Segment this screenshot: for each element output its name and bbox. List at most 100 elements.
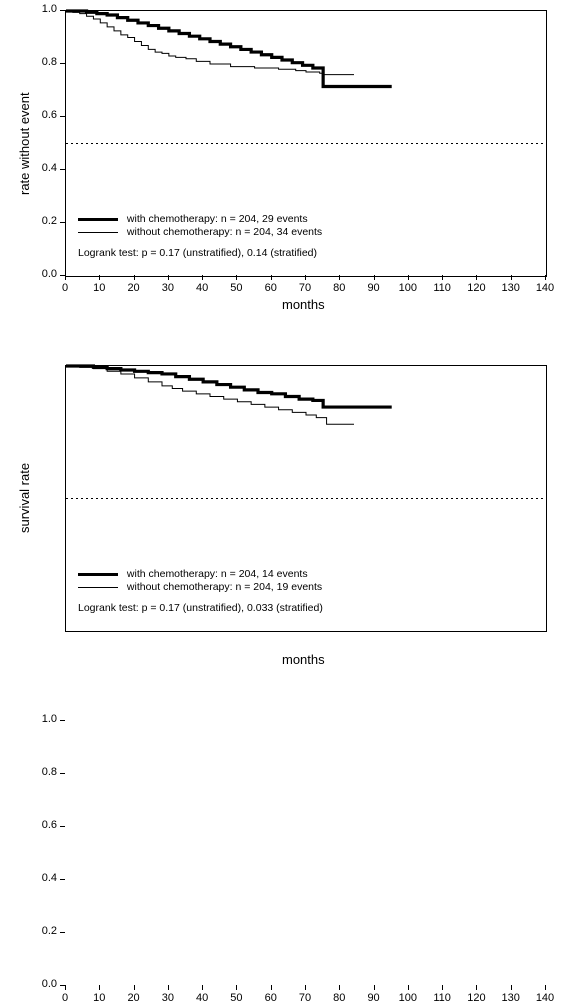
legend-without-label: without chemotherapy: n = 204, 34 events: [127, 226, 322, 238]
ytick-mark: [60, 10, 65, 11]
xtick-label: 120: [466, 992, 486, 1004]
xtick-label: 40: [192, 992, 212, 1004]
xtick-mark: [511, 275, 512, 280]
ylabel-top: rate without event: [17, 92, 32, 195]
ytick-label: 0.2: [42, 215, 57, 227]
ytick-mark: [60, 826, 65, 827]
xtick-mark: [545, 985, 546, 990]
panel-bottom: survival rate months with chemotherapy: …: [0, 355, 566, 673]
xtick-label: 10: [89, 992, 109, 1004]
legend-with-label: with chemotherapy: n = 204, 29 events: [127, 213, 308, 225]
xtick-label: 130: [501, 282, 521, 294]
xtick-label: 110: [432, 282, 452, 294]
xtick-mark: [339, 985, 340, 990]
ytick-mark: [60, 63, 65, 64]
ytick-label: 1.0: [42, 713, 57, 725]
xtick-mark: [408, 275, 409, 280]
xtick-mark: [374, 275, 375, 280]
xtick-label: 20: [124, 992, 144, 1004]
ytick-mark: [60, 932, 65, 933]
xtick-mark: [65, 275, 66, 280]
xtick-label: 70: [295, 992, 315, 1004]
xtick-mark: [271, 275, 272, 280]
legend-logrank: Logrank test: p = 0.17 (unstratified), 0…: [78, 602, 478, 615]
xtick-mark: [442, 275, 443, 280]
xtick-mark: [305, 275, 306, 280]
xtick-mark: [545, 275, 546, 280]
ytick-mark: [60, 879, 65, 880]
xtick-mark: [168, 275, 169, 280]
xtick-label: 40: [192, 282, 212, 294]
xtick-mark: [65, 985, 66, 990]
xtick-mark: [271, 985, 272, 990]
xlabel-top: months: [282, 297, 325, 312]
ytick-label: 0.6: [42, 819, 57, 831]
ytick-label: 0.2: [42, 925, 57, 937]
xtick-label: 20: [124, 282, 144, 294]
ytick-mark: [60, 169, 65, 170]
ytick-label: 1.0: [42, 3, 57, 15]
xtick-label: 90: [364, 992, 384, 1004]
ytick-mark: [60, 222, 65, 223]
legend-row-with: with chemotherapy: n = 204, 29 events: [78, 213, 478, 226]
xtick-mark: [476, 275, 477, 280]
xtick-mark: [339, 275, 340, 280]
xtick-label: 60: [261, 992, 281, 1004]
legend-swatch-with: [78, 218, 118, 221]
ytick-mark: [60, 275, 65, 276]
xtick-label: 120: [466, 282, 486, 294]
xtick-label: 100: [398, 282, 418, 294]
km-curve-with: [66, 366, 392, 407]
panel-top: rate without event months with chemother…: [0, 0, 566, 335]
ytick-label: 0.4: [42, 872, 57, 884]
xtick-label: 30: [158, 282, 178, 294]
xtick-label: 10: [89, 282, 109, 294]
ytick-label: 0.6: [42, 109, 57, 121]
xtick-label: 70: [295, 282, 315, 294]
legend-logrank: Logrank test: p = 0.17 (unstratified), 0…: [78, 247, 478, 260]
xtick-label: 0: [55, 282, 75, 294]
xtick-mark: [236, 985, 237, 990]
km-curve-without: [66, 366, 354, 424]
legend-top: with chemotherapy: n = 204, 29 events wi…: [78, 213, 478, 260]
xtick-mark: [476, 985, 477, 990]
xtick-mark: [134, 275, 135, 280]
xtick-mark: [511, 985, 512, 990]
ylabel-bottom: survival rate: [17, 463, 32, 533]
xtick-label: 80: [329, 992, 349, 1004]
xtick-label: 130: [501, 992, 521, 1004]
xlabel-bottom: months: [282, 652, 325, 667]
xtick-label: 80: [329, 282, 349, 294]
xtick-mark: [442, 985, 443, 990]
ytick-mark: [60, 720, 65, 721]
legend-swatch-without: [78, 232, 118, 233]
legend-with-label: with chemotherapy: n = 204, 14 events: [127, 568, 308, 580]
xtick-mark: [99, 985, 100, 990]
xtick-label: 110: [432, 992, 452, 1004]
ytick-label: 0.8: [42, 766, 57, 778]
legend-row-with: with chemotherapy: n = 204, 14 events: [78, 568, 478, 581]
legend-bottom: with chemotherapy: n = 204, 14 events wi…: [78, 568, 478, 615]
xtick-label: 0: [55, 992, 75, 1004]
xtick-label: 50: [226, 992, 246, 1004]
xtick-mark: [168, 985, 169, 990]
xtick-label: 90: [364, 282, 384, 294]
legend-swatch-without: [78, 587, 118, 588]
ytick-label: 0.0: [42, 268, 57, 280]
ytick-mark: [60, 773, 65, 774]
xtick-label: 140: [535, 992, 555, 1004]
ytick-label: 0.4: [42, 162, 57, 174]
page-root: rate without event months with chemother…: [0, 0, 566, 673]
km-curve-with: [66, 11, 392, 87]
xtick-mark: [202, 275, 203, 280]
legend-row-without: without chemotherapy: n = 204, 34 events: [78, 226, 478, 239]
xtick-mark: [134, 985, 135, 990]
legend-swatch-with: [78, 573, 118, 576]
xtick-label: 140: [535, 282, 555, 294]
ytick-mark: [60, 985, 65, 986]
ytick-mark: [60, 116, 65, 117]
xtick-mark: [202, 985, 203, 990]
legend-without-label: without chemotherapy: n = 204, 19 events: [127, 581, 322, 593]
xtick-mark: [99, 275, 100, 280]
xtick-mark: [305, 985, 306, 990]
